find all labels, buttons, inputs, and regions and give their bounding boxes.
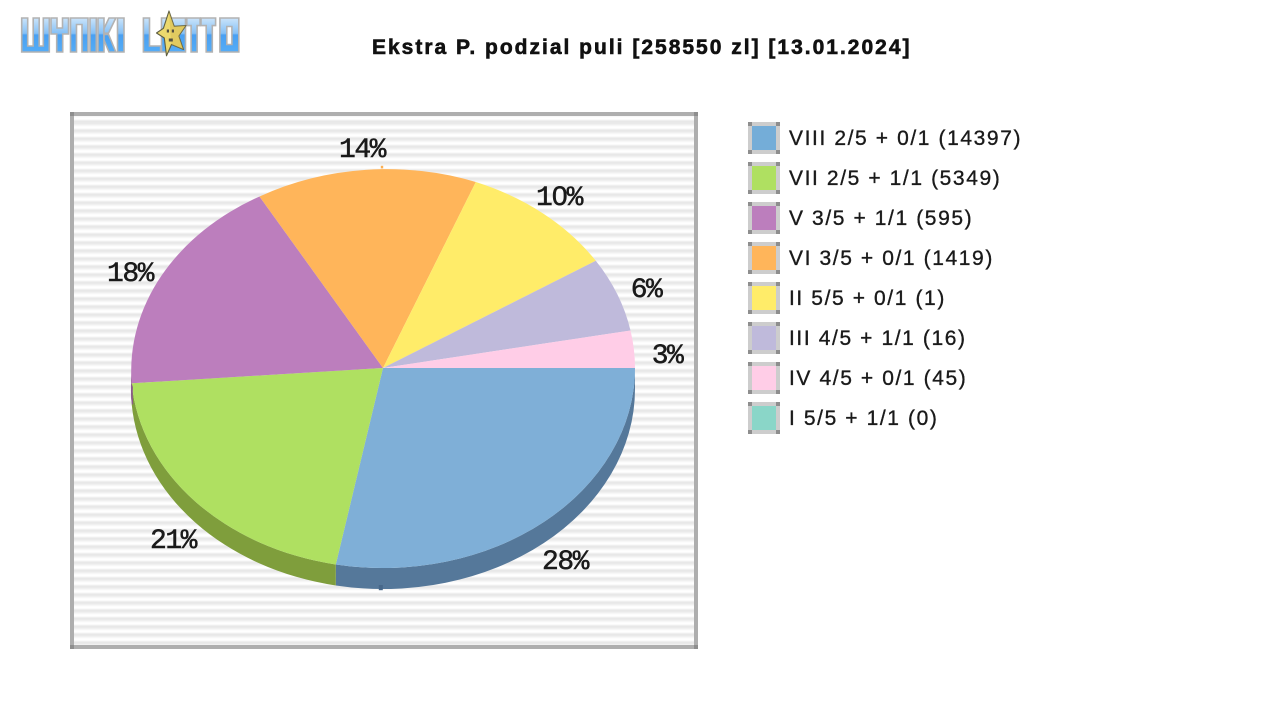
svg-text:18%: 18% (107, 259, 155, 290)
svg-text:6%: 6% (631, 275, 663, 306)
svg-text:3%: 3% (652, 341, 684, 372)
svg-text:14%: 14% (339, 135, 387, 166)
svg-text:28%: 28% (542, 547, 590, 578)
svg-text:21%: 21% (150, 526, 198, 557)
